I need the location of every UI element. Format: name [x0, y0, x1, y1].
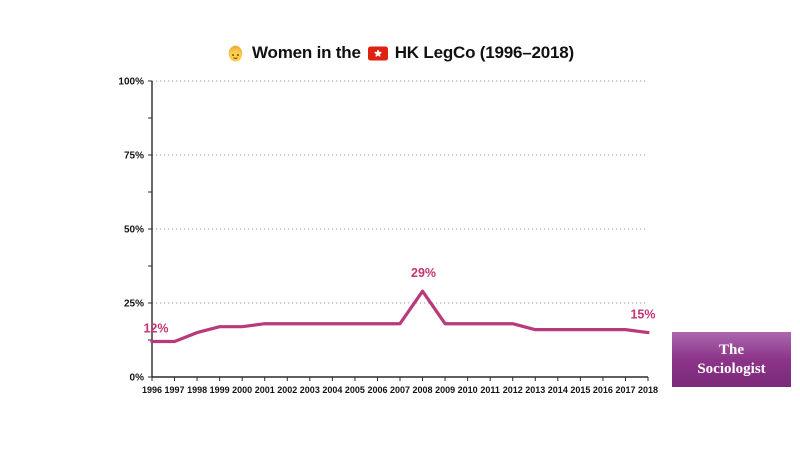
- x-tick-label: 2011: [480, 385, 500, 395]
- hong-kong-flag-emoji: [367, 46, 388, 60]
- x-tick-label: 2014: [548, 385, 568, 395]
- chart-title: Women in the HK LegCo (1996–2018): [0, 40, 800, 66]
- woman-emoji: [228, 45, 243, 61]
- y-tick-label: 50%: [124, 225, 144, 236]
- logo-text: The Sociologist: [697, 341, 766, 377]
- y-tick-label: 25%: [124, 299, 144, 310]
- x-tick-label: 2007: [390, 385, 410, 395]
- y-tick-label: 0%: [130, 373, 145, 384]
- x-tick-label: 2016: [593, 385, 613, 395]
- x-tick-label: 2017: [615, 385, 635, 395]
- x-tick-label: 2000: [232, 385, 252, 395]
- x-tick-label: 2018: [638, 385, 658, 395]
- y-tick-label: 100%: [118, 77, 144, 88]
- data-label: 29%: [411, 266, 436, 280]
- x-tick-label: 2002: [277, 385, 297, 395]
- title-text-2: HK LegCo (1996–2018): [394, 43, 575, 62]
- x-tick-label: 2013: [525, 385, 545, 395]
- x-tick-label: 2001: [255, 385, 275, 395]
- sociologist-logo: The Sociologist: [672, 332, 791, 387]
- data-label: 12%: [143, 321, 168, 335]
- x-tick-label: 1999: [210, 385, 230, 395]
- x-tick-label: 1998: [187, 385, 207, 395]
- x-tick-label: 2012: [503, 385, 523, 395]
- y-tick-label: 75%: [124, 151, 144, 162]
- data-label: 15%: [630, 308, 655, 322]
- x-tick-label: 2010: [458, 385, 478, 395]
- x-tick-label: 1996: [142, 385, 162, 395]
- x-tick-label: 2003: [300, 385, 320, 395]
- x-tick-label: 2005: [345, 385, 365, 395]
- title-text-1: Women in the: [251, 43, 361, 62]
- x-tick-label: 2008: [413, 385, 433, 395]
- data-line: [150, 289, 650, 344]
- x-tick-label: 2006: [367, 385, 387, 395]
- x-tick-label: 1997: [165, 385, 185, 395]
- x-tick-label: 2004: [322, 385, 342, 395]
- x-tick-label: 2009: [435, 385, 455, 395]
- x-tick-label: 2015: [570, 385, 590, 395]
